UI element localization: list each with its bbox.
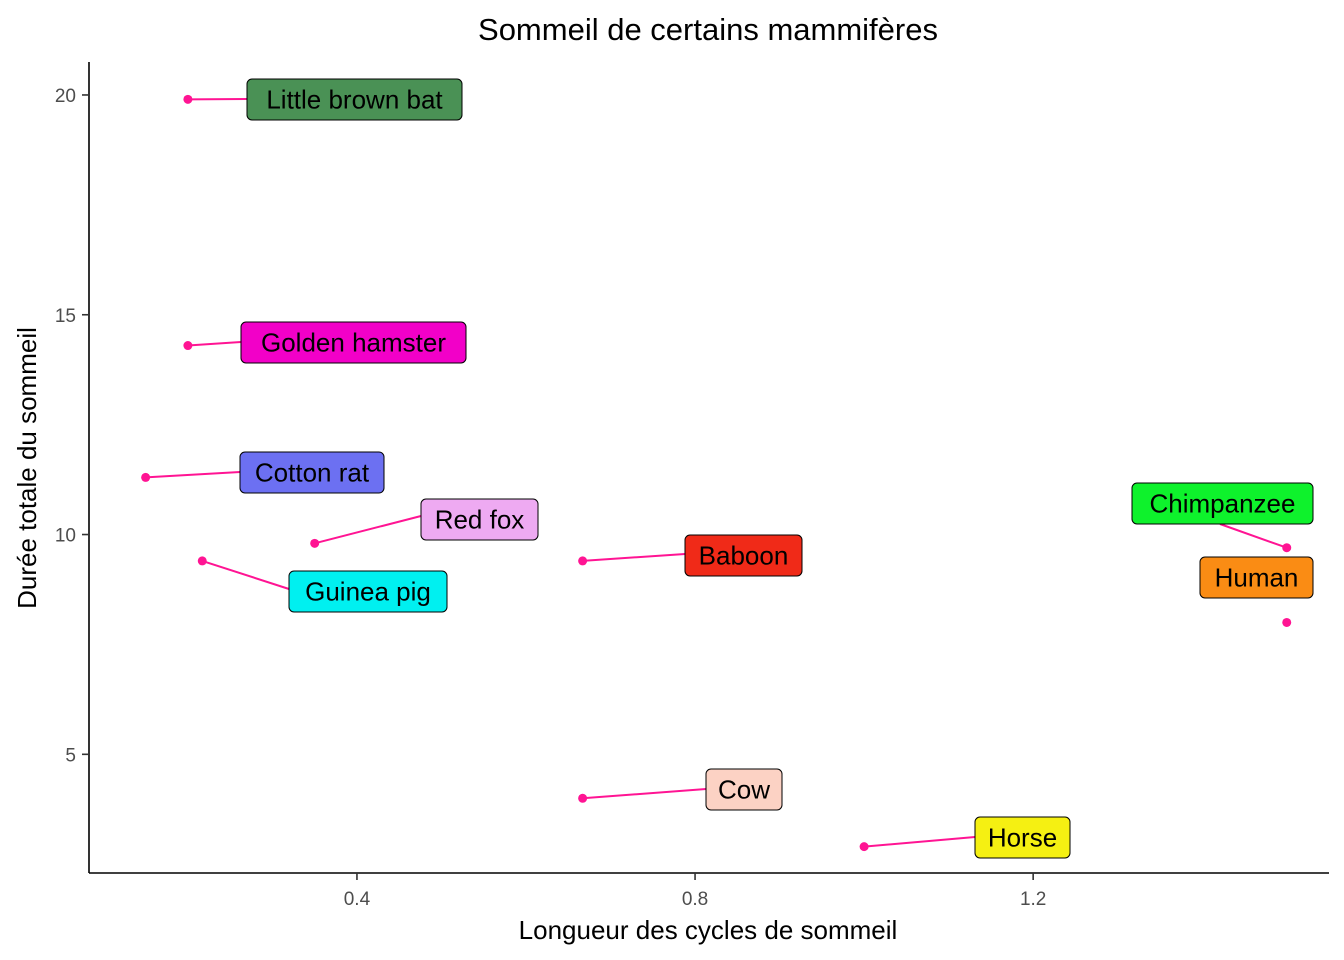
connector-horse bbox=[864, 836, 976, 848]
point-guinea-pig bbox=[197, 556, 207, 566]
connector-golden-hamster bbox=[187, 341, 242, 347]
label-text: Little brown bat bbox=[266, 85, 443, 115]
point-golden-hamster bbox=[183, 341, 193, 351]
label-golden-hamster: Golden hamster bbox=[240, 321, 467, 364]
label-box bbox=[240, 321, 467, 364]
connector-cotton-rat bbox=[145, 471, 241, 479]
x-axis-title: Longueur des cycles de sommeil bbox=[519, 915, 898, 945]
connector-red-fox bbox=[314, 515, 422, 545]
label-cotton-rat: Cotton rat bbox=[239, 451, 385, 494]
point-cotton-rat bbox=[141, 472, 151, 482]
point-labels: Little brown bat Golden hamster Cotton rat… bbox=[239, 78, 1314, 859]
label-box bbox=[684, 534, 803, 577]
y-axis-title: Durée totale du sommeil bbox=[12, 327, 42, 609]
connector-cow bbox=[582, 788, 707, 800]
point-little-brown-bat bbox=[183, 94, 193, 104]
y-tick-label: 15 bbox=[55, 306, 76, 327]
label-box bbox=[420, 498, 539, 541]
label-text: Cow bbox=[718, 775, 770, 805]
connector-guinea-pig bbox=[201, 559, 290, 590]
point-baboon bbox=[578, 556, 588, 566]
label-cow: Cow bbox=[705, 768, 783, 811]
label-box bbox=[1131, 482, 1314, 525]
point-chimpanzee bbox=[1282, 543, 1292, 553]
label-box bbox=[705, 768, 783, 811]
data-points bbox=[141, 94, 1292, 852]
label-text: Golden hamster bbox=[261, 328, 446, 358]
label-text: Cotton rat bbox=[255, 458, 370, 488]
y-tick-label: 10 bbox=[55, 526, 76, 547]
label-guinea-pig: Guinea pig bbox=[288, 570, 448, 613]
label-box bbox=[1199, 556, 1314, 599]
point-horse bbox=[859, 842, 869, 852]
point-cow bbox=[578, 793, 588, 803]
connector-chimpanzee bbox=[1219, 523, 1288, 549]
label-text: Chimpanzee bbox=[1150, 489, 1296, 519]
x-tick-label: 0.4 bbox=[344, 889, 371, 910]
y-tick-label: 20 bbox=[55, 86, 76, 107]
x-tick-label: 0.8 bbox=[682, 889, 708, 910]
label-text: Baboon bbox=[699, 541, 789, 571]
label-box bbox=[246, 78, 463, 121]
label-box bbox=[239, 451, 385, 494]
label-text: Horse bbox=[988, 823, 1057, 853]
connector-baboon bbox=[582, 553, 686, 562]
label-red-fox: Red fox bbox=[420, 498, 539, 541]
label-text: Red fox bbox=[435, 505, 525, 535]
label-baboon: Baboon bbox=[684, 534, 803, 577]
x-tick-label: 1.2 bbox=[1020, 889, 1046, 910]
label-text: Human bbox=[1215, 563, 1299, 593]
y-tick-label: 5 bbox=[65, 745, 76, 766]
label-text: Guinea pig bbox=[305, 577, 431, 607]
label-connectors bbox=[145, 98, 1288, 848]
point-human bbox=[1282, 617, 1292, 627]
point-red-fox bbox=[310, 538, 320, 548]
label-horse: Horse bbox=[974, 816, 1071, 859]
label-chimpanzee: Chimpanzee bbox=[1131, 482, 1314, 525]
axis-ticks: 0.4 0.8 1.2 5 10 15 20 bbox=[55, 86, 1047, 910]
label-human: Human bbox=[1199, 556, 1314, 599]
label-box bbox=[974, 816, 1071, 859]
label-little-brown-bat: Little brown bat bbox=[246, 78, 463, 121]
chart-title: Sommeil de certains mammifères bbox=[478, 12, 938, 47]
label-box bbox=[288, 570, 448, 613]
